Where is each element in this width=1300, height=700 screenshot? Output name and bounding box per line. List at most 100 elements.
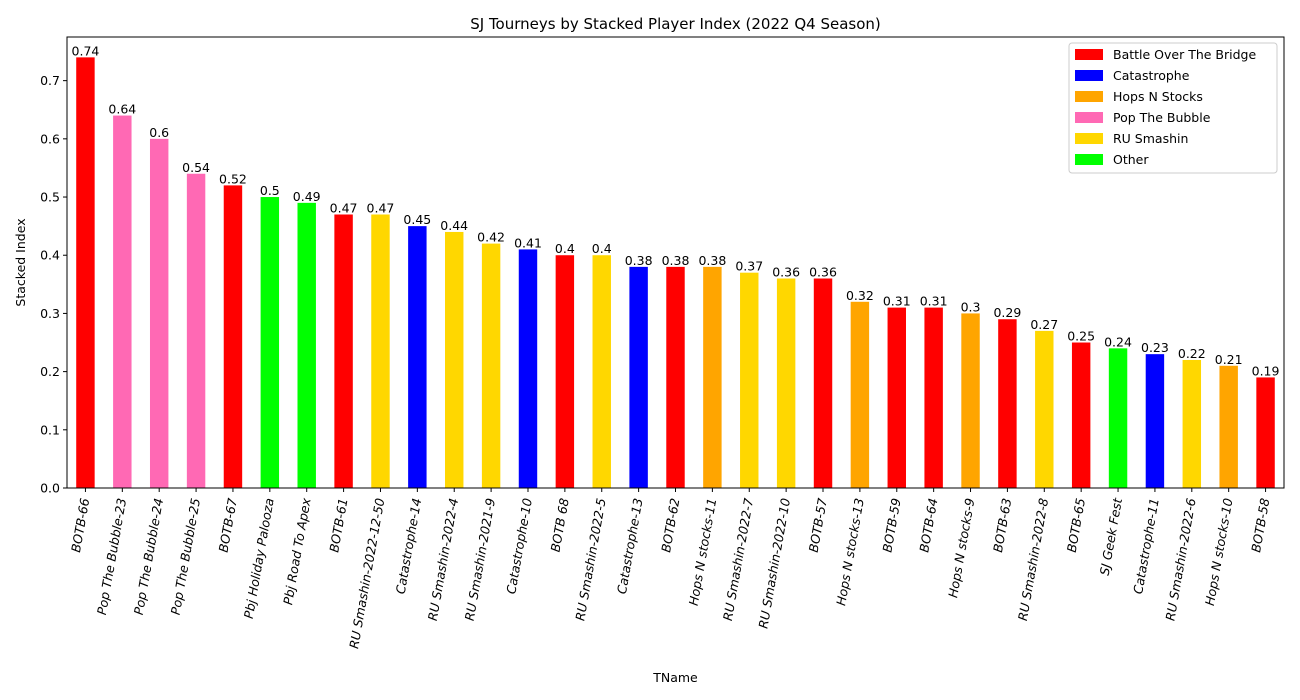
y-tick-label: 0.2 <box>40 364 60 379</box>
x-tick-label: BOTB-62 <box>658 497 682 554</box>
bar <box>1035 330 1054 488</box>
x-axis: BOTB-66 Pop The Bubble-23 Pop The Bubble-2… <box>68 488 1273 650</box>
bar <box>260 197 280 488</box>
bar <box>813 278 833 488</box>
legend-swatch <box>1075 70 1103 81</box>
data-label: 0.47 <box>330 200 358 215</box>
y-tick-label: 0.5 <box>40 190 60 205</box>
x-tick-label: Pop The Bubble-25 <box>168 497 203 616</box>
data-label: 0.36 <box>772 265 800 280</box>
bar <box>666 266 685 488</box>
x-tick-label: RU Smashin-2022-7 <box>720 497 756 622</box>
y-tick-label: 0.3 <box>40 306 60 321</box>
x-tick-label: BOTB-66 <box>68 497 92 554</box>
bar <box>223 185 243 488</box>
x-tick-label: SJ Geek Fest <box>1097 496 1126 577</box>
y-tick-label: 0.4 <box>40 248 60 263</box>
x-tick-label: RU Smashin-2022-4 <box>425 497 461 622</box>
x-tick-label: BOTB-65 <box>1064 497 1088 554</box>
data-label: 0.45 <box>403 212 431 227</box>
bar <box>297 202 316 488</box>
bar <box>113 115 132 489</box>
data-label: 0.24 <box>1104 334 1132 349</box>
data-label: 0.38 <box>662 253 690 268</box>
bar <box>408 226 427 488</box>
data-label: 0.38 <box>698 253 726 268</box>
bar <box>481 243 501 488</box>
bar <box>445 231 464 489</box>
x-tick-label: RU Smashin-2022-10 <box>755 497 793 630</box>
x-tick-label: BOTB-57 <box>806 497 830 554</box>
data-label: 0.64 <box>108 102 136 117</box>
data-label: 0.4 <box>592 241 612 256</box>
x-tick-label: Hops N stocks-11 <box>686 497 720 607</box>
data-label: 0.19 <box>1252 363 1280 378</box>
x-tick-label: BOTB-63 <box>990 497 1014 554</box>
x-tick-label: Catastrophe-14 <box>393 497 425 595</box>
bar <box>149 138 169 488</box>
bars-group <box>76 57 1275 489</box>
legend-swatch <box>1075 49 1103 60</box>
bar <box>776 278 796 488</box>
bar <box>1219 365 1238 488</box>
bar <box>334 214 353 488</box>
data-label: 0.36 <box>809 265 837 280</box>
data-label: 0.52 <box>219 171 247 186</box>
legend-swatch <box>1075 133 1103 144</box>
bar <box>998 319 1017 488</box>
data-label: 0.29 <box>993 305 1021 320</box>
x-tick-label: RU Smashin-2022-8 <box>1015 497 1051 622</box>
data-label: 0.74 <box>72 43 100 58</box>
data-label: 0.31 <box>920 294 948 309</box>
data-labels-group: 0.74 0.64 0.6 0.54 0.52 0.5 0.49 0.47 0.47 0.45 0.… <box>72 43 1280 378</box>
legend-swatch <box>1075 112 1103 123</box>
data-label: 0.5 <box>260 183 280 198</box>
y-tick-label: 0.6 <box>40 131 60 146</box>
x-tick-label: Hops N stocks-9 <box>945 497 977 599</box>
y-axis: 0.0 0.1 0.2 0.3 0.4 0.5 0.6 0.7 <box>40 73 67 496</box>
data-label: 0.23 <box>1141 340 1169 355</box>
data-label: 0.42 <box>477 230 505 245</box>
x-tick-label: RU Smashin-2022-6 <box>1162 497 1198 622</box>
data-label: 0.41 <box>514 235 542 250</box>
x-tick-label: BOTB-61 <box>326 497 350 554</box>
x-tick-label: Pbj Holiday Palooza <box>241 497 277 620</box>
x-tick-label: Catastrophe-10 <box>503 497 535 595</box>
legend: Battle Over The Bridge Catastrophe Hops N … <box>1068 42 1278 174</box>
legend-label: Other <box>1113 152 1149 167</box>
y-axis-label: Stacked Index <box>13 218 28 306</box>
bar <box>740 272 759 488</box>
y-tick-label: 0.7 <box>40 73 60 88</box>
bar <box>1182 359 1202 488</box>
y-tick-label: 0.0 <box>40 481 60 496</box>
bar <box>186 173 206 489</box>
legend-label: Pop The Bubble <box>1113 110 1211 125</box>
bar <box>850 301 870 488</box>
data-label: 0.31 <box>883 294 911 309</box>
y-tick-label: 0.1 <box>40 422 60 437</box>
x-tick-label: Pop The Bubble-24 <box>131 497 166 616</box>
x-tick-label: BOTB-58 <box>1248 497 1272 554</box>
data-label: 0.37 <box>735 259 763 274</box>
data-label: 0.44 <box>440 218 468 233</box>
bar <box>1256 377 1275 488</box>
bar <box>555 255 575 488</box>
data-label: 0.32 <box>846 288 874 303</box>
x-tick-label: BOTB 68 <box>548 497 572 553</box>
legend-label: Battle Over The Bridge <box>1113 47 1256 62</box>
bar <box>76 57 95 489</box>
legend-label: RU Smashin <box>1113 131 1188 146</box>
x-axis-label: TName <box>652 670 698 685</box>
data-label: 0.47 <box>367 200 395 215</box>
legend-label: Catastrophe <box>1113 68 1190 83</box>
legend-swatch <box>1075 154 1103 165</box>
x-tick-label: Catastrophe-11 <box>1130 497 1162 595</box>
data-label: 0.4 <box>555 241 575 256</box>
data-label: 0.6 <box>149 125 169 140</box>
x-tick-label: Pbj Road To Apex <box>280 496 314 606</box>
data-label: 0.49 <box>293 189 321 204</box>
chart-title: SJ Tourneys by Stacked Player Index (202… <box>470 15 881 33</box>
data-label: 0.25 <box>1067 329 1095 344</box>
x-tick-label: BOTB-64 <box>916 497 940 554</box>
